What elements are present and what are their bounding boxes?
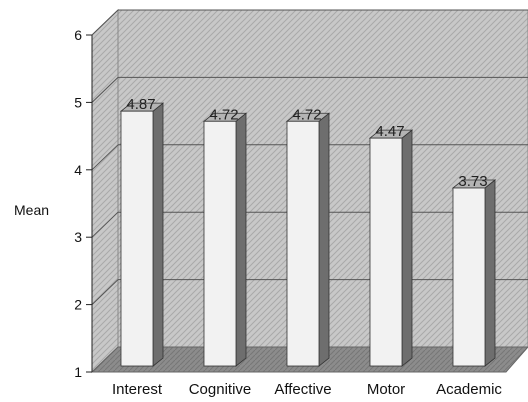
y-tick-label: 2: [74, 297, 82, 313]
gridline-side: [91, 144, 119, 171]
x-axis-labels: Interest Cognitive Affective Motor Academic: [112, 381, 502, 398]
x-tick-label: Academic: [436, 381, 502, 398]
gridline-side: [91, 9, 119, 36]
data-label: 3.73: [458, 173, 487, 190]
bar-side: [235, 112, 247, 367]
x-tick-label: Motor: [367, 381, 405, 398]
y-axis-title: Mean: [14, 202, 49, 218]
data-label: 4.87: [126, 96, 155, 113]
side-wall: [91, 8, 119, 374]
bar-side: [152, 102, 164, 367]
bars: 4.87 4.72 4.72 4.47 3.73: [119, 96, 497, 367]
gridline-side: [91, 279, 119, 305]
bar-motor: [369, 137, 403, 367]
data-label: 4.72: [209, 106, 238, 123]
gridline-side: [91, 77, 119, 103]
gridline-side: [91, 211, 119, 238]
x-tick-label: Affective: [274, 381, 331, 398]
x-tick-label: Interest: [112, 381, 163, 398]
bar-affective: [286, 120, 320, 367]
bar-side: [484, 179, 496, 367]
y-tick-label: 3: [74, 229, 82, 245]
bar-cognitive: [203, 120, 237, 367]
bar-side: [318, 112, 330, 367]
y-tick-label: 6: [74, 27, 82, 43]
data-label: 4.47: [375, 123, 404, 140]
y-tick-label: 1: [74, 364, 82, 380]
bar-academic: [452, 187, 486, 367]
y-axis: 1 2 3 4 5 6: [74, 27, 93, 380]
y-tick-label: 4: [74, 162, 82, 178]
y-tick-label: 5: [74, 94, 82, 110]
bar-interest: [120, 110, 154, 367]
data-label: 4.72: [292, 106, 321, 123]
bar-side: [401, 129, 413, 367]
x-tick-label: Cognitive: [189, 381, 252, 398]
